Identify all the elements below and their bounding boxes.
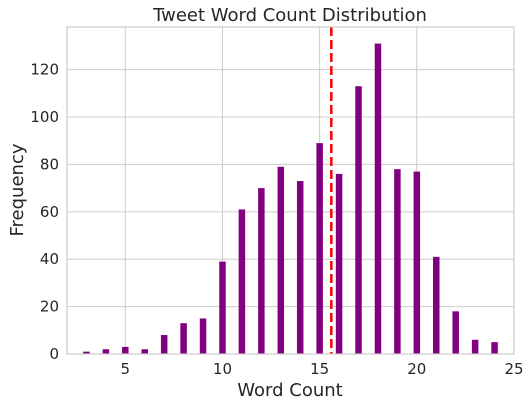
x-tick-label: 25	[504, 360, 523, 378]
y-tick-label: 0	[49, 345, 59, 363]
bar	[161, 335, 168, 354]
bar	[141, 349, 148, 354]
bar	[491, 342, 498, 354]
bar	[472, 340, 479, 354]
bar	[433, 257, 440, 354]
x-tick-label: 20	[407, 360, 426, 378]
bar	[219, 262, 226, 354]
bar	[122, 347, 129, 354]
y-tick-label: 60	[40, 203, 59, 221]
x-tick-label: 10	[213, 360, 232, 378]
plot-area	[67, 27, 514, 354]
x-tick-labels: 5 10 15 20 25	[121, 360, 524, 378]
y-tick-label: 40	[40, 250, 59, 268]
bar	[394, 169, 401, 354]
y-axis-title: Frequency	[7, 143, 28, 236]
bar	[239, 209, 246, 354]
x-tick-label: 15	[310, 360, 329, 378]
y-tick-label: 120	[30, 61, 59, 79]
bar	[200, 318, 207, 354]
y-tick-label: 20	[40, 298, 59, 316]
bar	[297, 181, 304, 354]
bar	[375, 44, 382, 354]
y-tick-label: 80	[40, 155, 59, 173]
x-tick-label: 5	[121, 360, 131, 378]
bar	[180, 323, 187, 354]
x-axis-title: Word Count	[237, 380, 342, 401]
bar	[414, 172, 421, 354]
bar	[452, 311, 459, 354]
bar	[258, 188, 265, 354]
y-tick-labels: 0 20 40 60 80 100 120	[30, 61, 59, 363]
chart-title: Tweet Word Count Distribution	[152, 5, 427, 26]
bar	[336, 174, 343, 354]
bar	[103, 349, 110, 354]
bar	[355, 86, 362, 354]
y-tick-label: 100	[30, 108, 59, 126]
bar	[316, 143, 323, 354]
bar	[278, 167, 285, 354]
